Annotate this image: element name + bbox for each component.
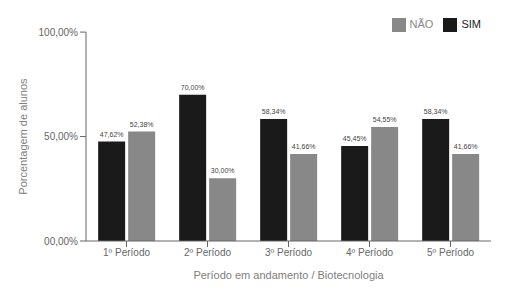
svg-text:1º Período: 1º Período [103, 247, 150, 258]
svg-text:Porcentagem de alunos: Porcentagem de alunos [17, 78, 29, 195]
svg-text:5º Período: 5º Período [427, 247, 474, 258]
svg-text:41,66%: 41,66% [454, 143, 478, 150]
svg-text:00,00%: 00,00% [44, 236, 78, 247]
svg-text:4º Período: 4º Período [346, 247, 393, 258]
html-text:NÃO: NÃO [409, 18, 434, 30]
svg-text:52,38%: 52,38% [130, 121, 154, 128]
svg-text:41,66%: 41,66% [292, 143, 316, 150]
html-text:SIM: SIM [461, 18, 481, 30]
svg-text:Período em andamento / Biotecn: Período em andamento / Biotecnologia [193, 269, 384, 281]
svg-text:50,00%: 50,00% [44, 131, 78, 142]
svg-text:58,34%: 58,34% [424, 108, 448, 115]
svg-text:3º Período: 3º Período [265, 247, 312, 258]
svg-text:58,34%: 58,34% [262, 108, 286, 115]
svg-text:47,62%: 47,62% [100, 131, 124, 138]
svg-text:30,00%: 30,00% [211, 167, 235, 174]
svg-text:45,45%: 45,45% [343, 135, 367, 142]
svg-text:70,00%: 70,00% [181, 84, 205, 91]
svg-text:2º Período: 2º Período [184, 247, 231, 258]
svg-text:54,55%: 54,55% [373, 116, 397, 123]
svg-text:100,00%: 100,00% [39, 27, 79, 38]
